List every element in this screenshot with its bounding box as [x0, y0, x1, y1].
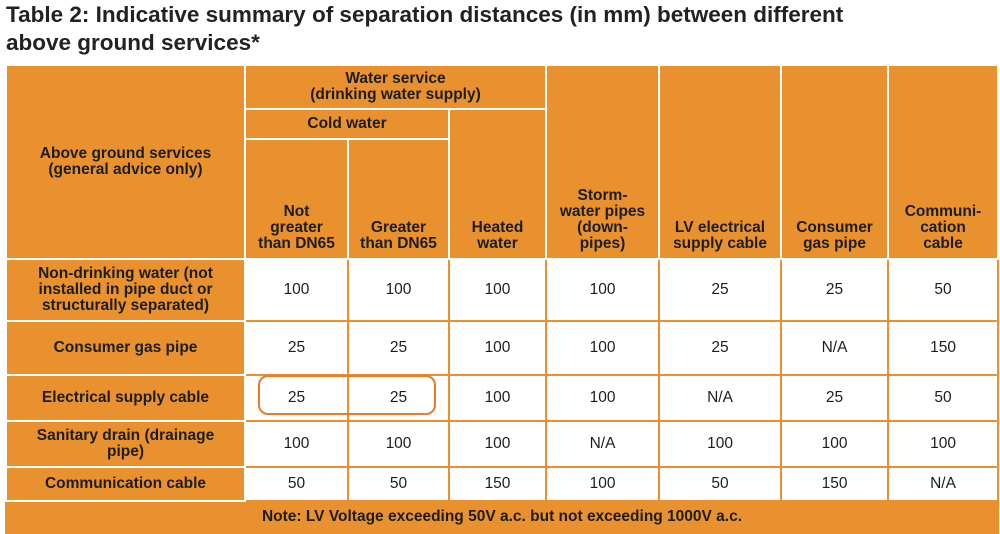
row-label: Sanitary drain (drainage pipe): [5, 420, 246, 468]
cell: 100: [545, 320, 661, 376]
cell: 100: [545, 466, 661, 502]
cell: 25: [244, 320, 349, 376]
table-row: Electrical supply cable 25 25 100 100 N/A 25 50: [5, 374, 1000, 422]
table-row: Communication cable 50 50 150 100 50 150 N/A: [5, 466, 1000, 502]
cell: 150: [780, 466, 890, 502]
cell: 100: [780, 420, 890, 468]
cell: 100: [447, 320, 548, 376]
cell: 150: [887, 320, 1000, 376]
cell: 25: [658, 320, 783, 376]
table-row: Note: LV Voltage exceeding 50V a.c. but …: [4, 500, 1000, 534]
cell: 25: [347, 320, 450, 376]
cell: 50: [244, 466, 349, 502]
cell: 25: [780, 374, 890, 422]
table-row: Cold water Heated water: [6, 108, 998, 260]
cell: 50: [887, 258, 1000, 322]
cell: 100: [447, 374, 548, 422]
cell: 100: [545, 258, 661, 322]
table-row: Not greater than DN65 Greater than DN65: [6, 138, 998, 260]
cell: 100: [244, 258, 349, 322]
row-label: Consumer gas pipe: [5, 320, 246, 376]
column-header: LV electrical supply cable: [658, 64, 783, 260]
row-label: Communication cable: [5, 466, 246, 502]
column-header: Greater than DN65: [347, 138, 450, 260]
column-header: Not greater than DN65: [244, 138, 349, 260]
table-row: Sanitary drain (drainage pipe) 100 100 100 N…: [5, 420, 1000, 468]
column-header: Communi- cation cable: [887, 64, 1000, 260]
column-header: Heated water: [447, 108, 548, 260]
cell: 100: [447, 420, 548, 468]
cell: 100: [658, 420, 783, 468]
table-row: Non-drinking water (not installed in pip…: [5, 258, 1000, 322]
cell: 25: [658, 258, 783, 322]
cell: 100: [447, 258, 548, 322]
group-header: Cold water: [244, 108, 450, 140]
table-row: Consumer gas pipe 25 25 100 100 25 N/A 150: [5, 320, 1000, 376]
cell: 100: [244, 420, 349, 468]
cell: 50: [658, 466, 783, 502]
cell: 100: [545, 374, 661, 422]
cell: 50: [887, 374, 1000, 422]
table-row: Above ground services (general advice on…: [5, 64, 1000, 260]
cell: N/A: [780, 320, 890, 376]
cell: 25: [780, 258, 890, 322]
cell: N/A: [887, 466, 1000, 502]
cell: 100: [887, 420, 1000, 468]
row-header-title: Above ground services (general advice on…: [5, 64, 246, 260]
separation-table: Above ground services (general advice on…: [4, 64, 1000, 534]
group-header: Water service (drinking water supply): [243, 64, 548, 110]
column-header: Storm- water pipes (down- pipes): [545, 64, 661, 260]
cell: 100: [347, 258, 450, 322]
table-title: Table 2: Indicative summary of separatio…: [6, 2, 844, 55]
table-note: Note: LV Voltage exceeding 50V a.c. but …: [4, 500, 1000, 534]
row-label: Non-drinking water (not installed in pip…: [5, 258, 246, 322]
cell: N/A: [658, 374, 783, 422]
column-header: Consumer gas pipe: [780, 64, 890, 260]
cell: 100: [347, 420, 450, 468]
cell: 50: [347, 466, 450, 502]
highlight-outline: [258, 375, 436, 415]
cell: 150: [447, 466, 548, 502]
cell: N/A: [545, 420, 661, 468]
row-label: Electrical supply cable: [5, 374, 246, 422]
table-body: Above ground services (general advice on…: [4, 64, 1000, 534]
